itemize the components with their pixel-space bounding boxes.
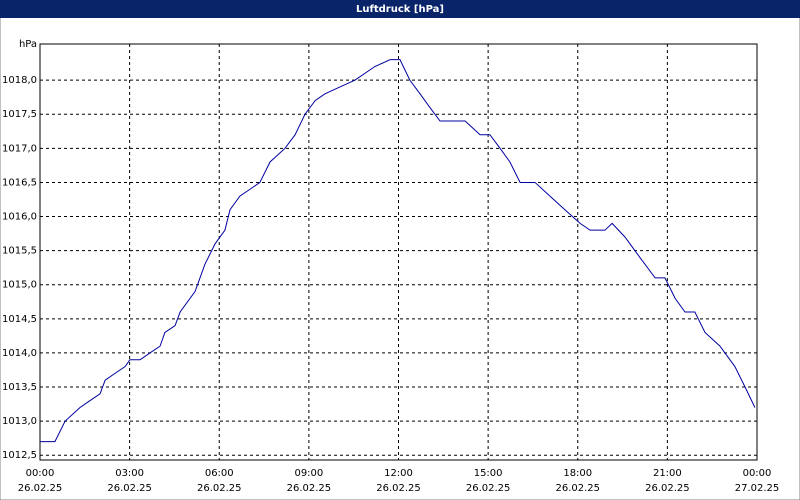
x-tick-date: 26.02.25: [197, 483, 242, 494]
x-tick-date: 26.02.25: [18, 483, 63, 494]
y-tick-label: 1015,5: [2, 246, 37, 257]
x-tick-date: 26.02.25: [376, 483, 421, 494]
x-tick-date: 26.02.25: [287, 483, 332, 494]
y-tick-label: 1016,0: [2, 212, 37, 223]
y-tick-label: 1018,0: [2, 75, 37, 86]
y-tick-label: 1013,5: [2, 382, 37, 393]
x-tick-label: 09:00: [294, 468, 323, 479]
x-tick-date: 26.02.25: [645, 483, 690, 494]
x-tick-label: 12:00: [384, 468, 413, 479]
y-unit: hPa: [19, 39, 37, 50]
y-tick-label: 1015,0: [2, 280, 37, 291]
y-tick-label: 1014,0: [2, 348, 37, 359]
x-tick-label: 03:00: [115, 468, 144, 479]
y-tick-label: 1017,5: [2, 109, 37, 120]
y-tick-label: 1012,5: [2, 450, 37, 461]
y-tick-label: 1014,5: [2, 314, 37, 325]
x-tick-date: 26.02.25: [466, 483, 511, 494]
x-tick-label: 06:00: [205, 468, 234, 479]
x-tick-label: 21:00: [653, 468, 682, 479]
y-tick-label: 1013,0: [2, 416, 37, 427]
x-tick-label: 18:00: [563, 468, 592, 479]
y-tick-label: 1016,5: [2, 177, 37, 188]
x-tick-date: 26.02.25: [555, 483, 600, 494]
x-tick-date: 26.02.25: [107, 483, 152, 494]
x-tick-date: 27.02.25: [735, 483, 780, 494]
x-tick-label: 00:00: [743, 468, 772, 479]
title-bar: [0, 0, 800, 18]
y-tick-label: 1017,0: [2, 143, 37, 154]
x-tick-label: 00:00: [26, 468, 55, 479]
plot-area: [39, 43, 758, 461]
x-tick-label: 15:00: [474, 468, 503, 479]
pressure-line: [40, 59, 756, 443]
chart-title: Luftdruck [hPa]: [356, 4, 444, 15]
